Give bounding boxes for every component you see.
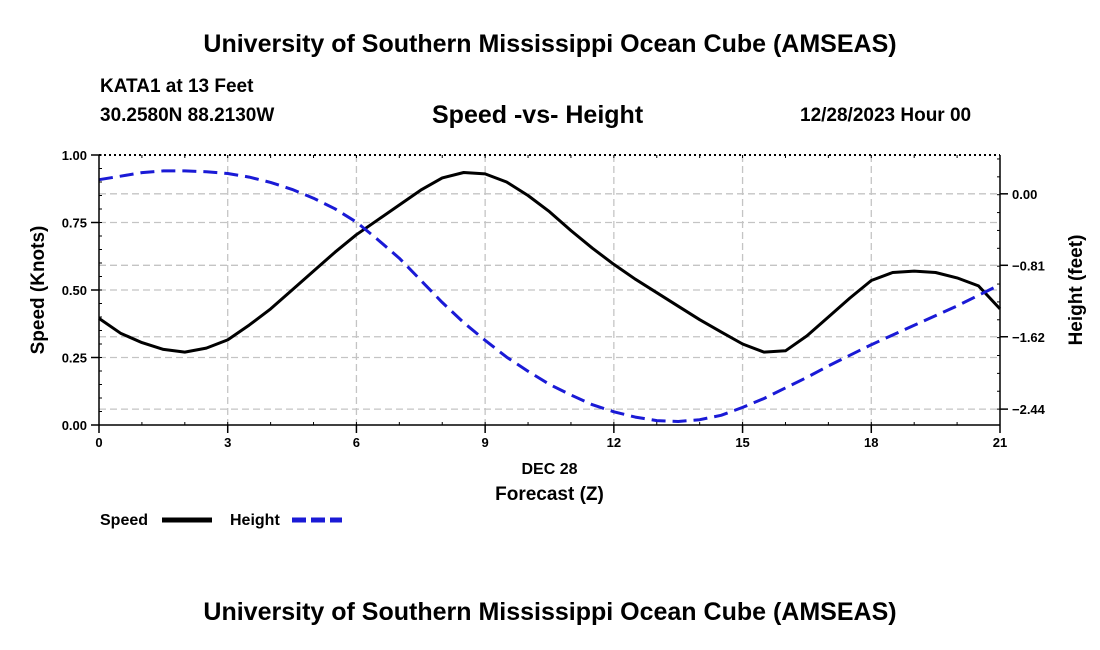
station-label: KATA1 at 13 Feet	[100, 76, 254, 97]
y2-axis-title: Height (feet)	[1066, 235, 1087, 346]
y-tick-label: 0.00	[62, 418, 87, 433]
x-tick-label: 6	[353, 435, 360, 450]
grid-lines	[99, 155, 1000, 425]
axes	[91, 154, 1008, 433]
y-tick-label: 0.50	[62, 283, 87, 298]
chart-header-title: University of Southern Mississippi Ocean…	[203, 30, 897, 58]
y2-tick-label: −2.44	[1012, 402, 1046, 417]
legend: Speed Height	[100, 512, 342, 529]
series-line-speed	[98, 171, 1002, 354]
plot-title: Speed -vs- Height	[432, 101, 644, 129]
y2-tick-label: −0.81	[1012, 258, 1045, 273]
chart-footer-title: University of Southern Mississippi Ocean…	[203, 598, 897, 626]
y-tick-label: 0.75	[62, 216, 87, 231]
legend-label-speed: Speed	[100, 512, 148, 529]
y-axis-title: Speed (Knots)	[28, 226, 49, 355]
forecast-date-hour: 12/28/2023 Hour 00	[800, 105, 972, 126]
series-lines	[98, 169, 1002, 423]
x-tick-label: 12	[607, 435, 621, 450]
legend-label-height: Height	[230, 512, 280, 529]
x-tick-label: 0	[95, 435, 102, 450]
y2-tick-label: 0.00	[1012, 187, 1037, 202]
y-tick-label: 0.25	[62, 351, 87, 366]
axis-labels: 0 3 6 9 12 15 18 21 0.00 0.25 0.50 0.75 1.00 0.00 −0.8…	[28, 148, 1087, 505]
x-tick-label: 18	[864, 435, 878, 450]
y-tick-label: 1.00	[62, 148, 87, 163]
x-tick-label: 21	[993, 435, 1007, 450]
series-line-height	[98, 169, 1001, 423]
x-axis-date-label: DEC 28	[521, 461, 577, 478]
x-tick-label: 9	[482, 435, 489, 450]
x-axis-title: Forecast (Z)	[495, 484, 604, 505]
y2-tick-label: −1.62	[1012, 330, 1045, 345]
x-tick-label: 15	[735, 435, 749, 450]
x-tick-label: 3	[224, 435, 231, 450]
station-coordinates: 30.2580N 88.2130W	[100, 105, 275, 126]
